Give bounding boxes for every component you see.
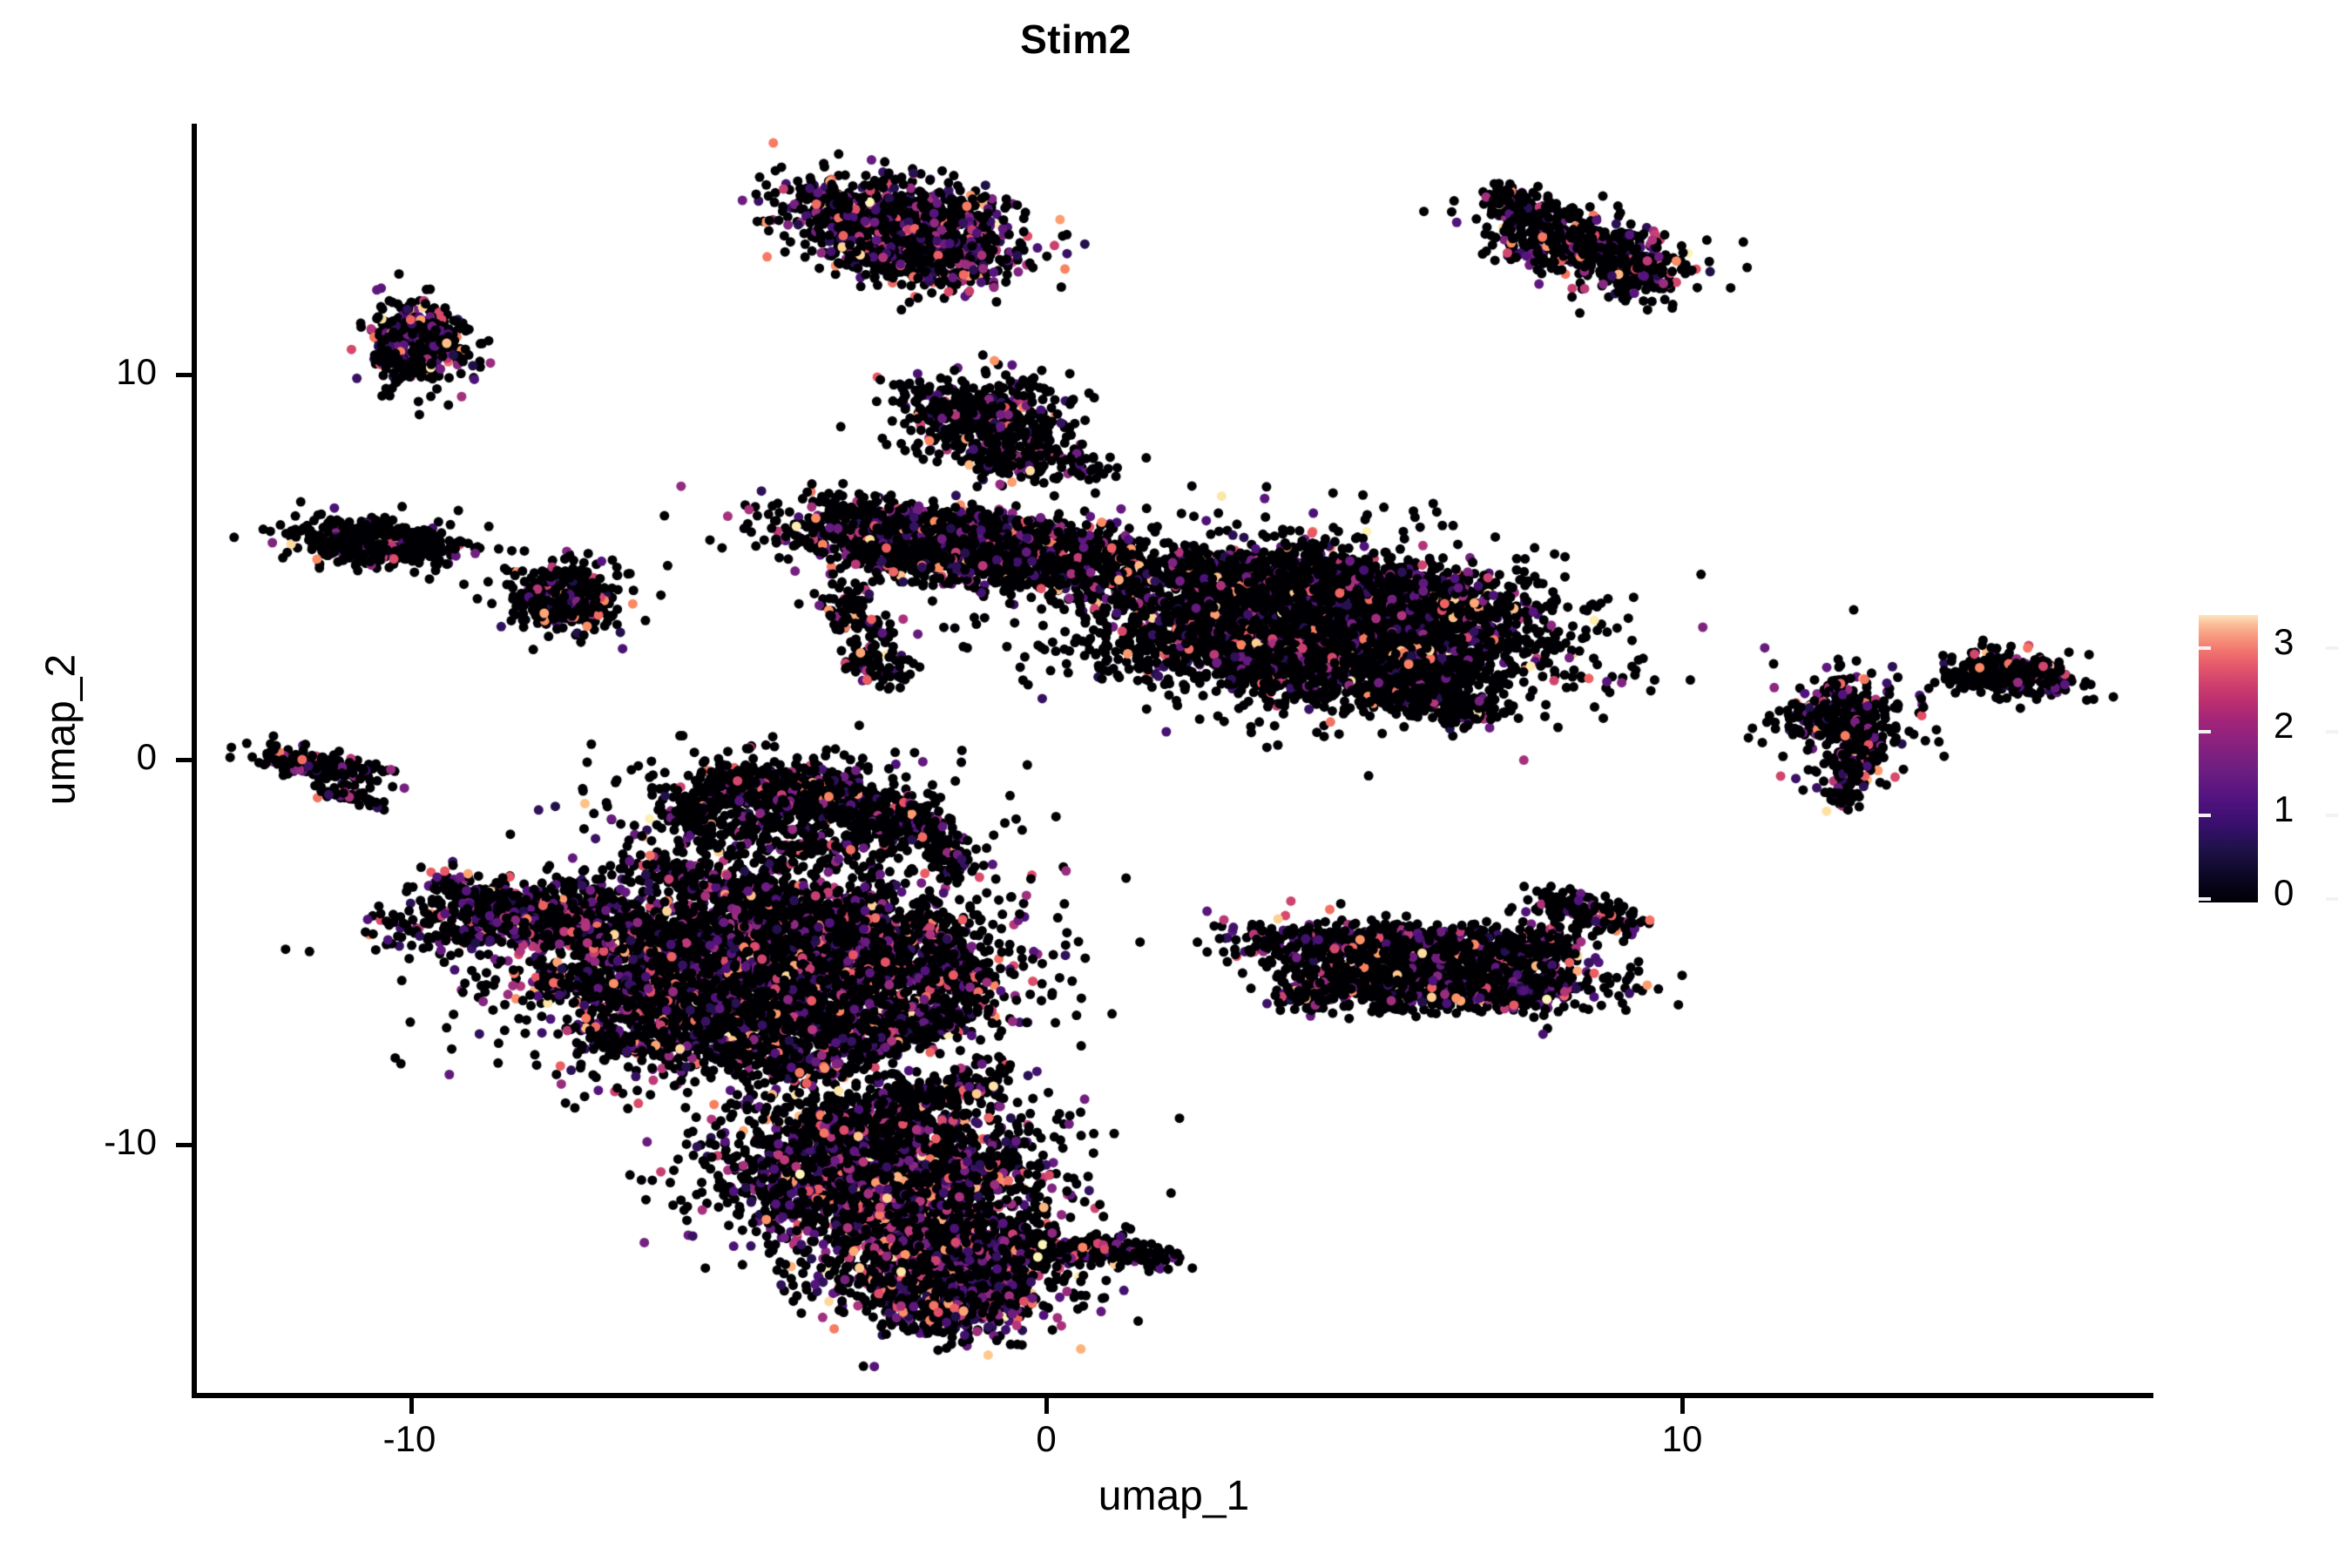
colorbar-tick-2-left <box>2199 730 2211 733</box>
colorbar-tick-3-right <box>2326 646 2338 650</box>
colorbar-gradient <box>2199 615 2258 902</box>
y-tick-mark-neg10 <box>176 1143 192 1147</box>
x-axis-line <box>192 1393 2153 1398</box>
colorbar-label-2: 2 <box>2274 705 2295 746</box>
colorbar-tick-1-right <box>2326 814 2338 817</box>
x-axis-title: umap_1 <box>1098 1473 1250 1519</box>
y-axis-title: umap_2 <box>37 653 84 806</box>
colorbar-legend: 3 2 1 0 <box>2199 615 2338 911</box>
y-tick-mark-10 <box>176 373 192 377</box>
x-tick-mark-10 <box>1680 1398 1685 1414</box>
x-tick-mark-0 <box>1044 1398 1049 1414</box>
x-tick-label-0: 0 <box>1036 1418 1057 1459</box>
plot-panel <box>194 124 2153 1396</box>
y-axis-line <box>192 124 197 1398</box>
y-tick-mark-0 <box>176 758 192 762</box>
y-tick-label-neg10: -10 <box>104 1121 157 1162</box>
x-tick-label-neg10: -10 <box>382 1418 436 1459</box>
colorbar-tick-1-left <box>2199 814 2211 817</box>
y-tick-label-10: 10 <box>116 351 157 392</box>
colorbar-label-3: 3 <box>2274 621 2295 662</box>
colorbar-tick-0-right <box>2326 897 2338 901</box>
page-title: Stim2 <box>1020 17 1132 62</box>
x-tick-mark-neg10 <box>409 1398 414 1414</box>
colorbar-label-1: 1 <box>2274 788 2295 829</box>
colorbar-tick-3-left <box>2199 646 2211 650</box>
x-tick-label-10: 10 <box>1661 1418 1703 1459</box>
colorbar-tick-2-right <box>2326 730 2338 733</box>
scatter-points-canvas <box>194 124 2153 1396</box>
colorbar-label-0: 0 <box>2274 872 2295 913</box>
colorbar-tick-0-left <box>2199 897 2211 901</box>
y-tick-label-0: 0 <box>136 736 157 777</box>
